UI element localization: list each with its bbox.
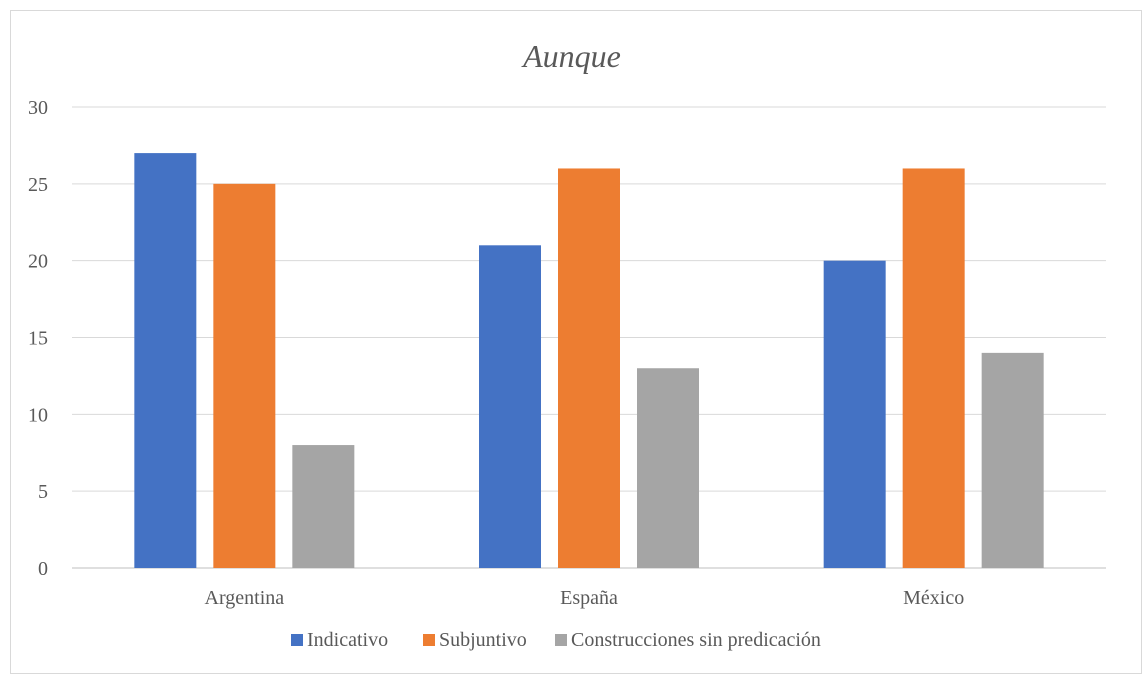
bar-subjuntivo-argentina xyxy=(213,183,276,569)
y-tick-label: 25 xyxy=(28,174,48,196)
legend-swatch xyxy=(555,634,567,646)
x-tick-label: México xyxy=(903,587,964,609)
bar-construcciones-sin-predicación-méxico xyxy=(981,352,1044,568)
legend-label: Subjuntivo xyxy=(439,629,527,651)
legend-label: Construcciones sin predicación xyxy=(571,629,821,651)
bar-indicativo-españa xyxy=(479,245,541,569)
bar-construcciones-sin-predicación-argentina xyxy=(292,445,355,568)
x-tick-label: España xyxy=(560,587,618,609)
bar-indicativo-argentina xyxy=(134,153,197,568)
bar-indicativo-méxico xyxy=(823,260,886,568)
legend-swatch xyxy=(423,634,435,646)
y-tick-label: 20 xyxy=(28,251,48,273)
x-axis: Argentina España México xyxy=(205,587,965,609)
y-tick-label: 15 xyxy=(28,328,48,350)
bar-subjuntivo-españa xyxy=(558,168,620,568)
legend: Indicativo Subjuntivo Construcciones sin p… xyxy=(291,629,821,651)
y-tick-label: 5 xyxy=(38,481,48,503)
legend-swatch xyxy=(291,634,303,646)
y-tick-label: 30 xyxy=(28,97,48,119)
chart-title: Aunque xyxy=(521,38,621,74)
bars xyxy=(134,153,1044,569)
legend-label: Indicativo xyxy=(307,629,388,651)
bar-subjuntivo-méxico xyxy=(902,168,965,568)
y-tick-label: 10 xyxy=(28,404,48,426)
y-tick-label: 0 xyxy=(38,558,48,580)
y-axis: 0 5 10 15 20 25 30 xyxy=(28,97,48,580)
bar-construcciones-sin-predicación-españa xyxy=(637,368,699,568)
x-tick-label: Argentina xyxy=(205,587,285,609)
